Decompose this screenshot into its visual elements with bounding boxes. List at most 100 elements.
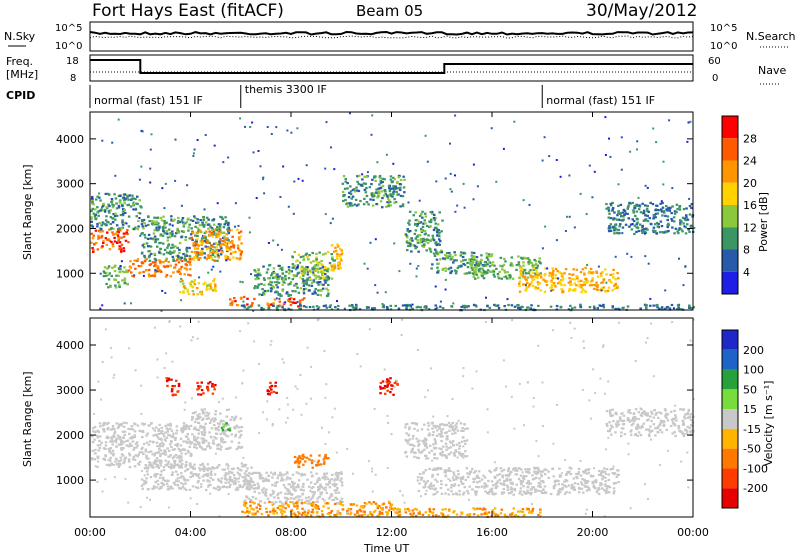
data-cell: [191, 286, 195, 289]
data-cell: [133, 430, 137, 433]
data-cell: [536, 466, 540, 469]
data-cell: [390, 507, 394, 510]
data-cell: [683, 225, 686, 228]
data-cell: [321, 287, 325, 290]
data-cell: [572, 488, 575, 491]
data-cell: [119, 265, 122, 268]
data-cell: [225, 463, 228, 466]
data-cell: [494, 514, 497, 517]
data-cell: [611, 201, 614, 204]
data-cell: [239, 254, 243, 257]
data-cell: [336, 478, 339, 481]
data-cell: [317, 507, 321, 510]
data-cell: [196, 139, 199, 141]
data-cell: [591, 482, 595, 485]
data-cell: [103, 271, 106, 274]
data-cell: [302, 489, 305, 492]
data-cell: [665, 208, 668, 211]
frequency-trace: [90, 59, 693, 74]
data-cell: [215, 437, 218, 440]
data-cell: [485, 256, 489, 259]
data-cell: [354, 190, 357, 193]
data-cell: [580, 286, 583, 289]
data-cell: [113, 278, 116, 281]
data-cell: [692, 306, 695, 309]
data-cell: [679, 219, 682, 222]
data-cell: [449, 172, 452, 175]
data-cell: [311, 504, 314, 507]
data-cell: [280, 473, 283, 476]
data-cell: [660, 306, 664, 309]
data-cell: [591, 277, 594, 280]
cpid-segment-label: normal (fast) 151 IF: [546, 94, 655, 107]
data-cell: [176, 230, 179, 233]
data-cell: [189, 472, 193, 475]
data-cell: [385, 511, 388, 514]
data-cell: [207, 484, 211, 487]
data-cell: [180, 482, 183, 485]
data-cell: [539, 274, 543, 277]
data-cell: [426, 224, 429, 228]
data-cell: [110, 226, 113, 230]
data-cell: [611, 467, 614, 470]
data-cell: [198, 476, 201, 479]
data-cell: [176, 442, 180, 446]
data-cell: [221, 438, 225, 441]
data-cell: [316, 268, 320, 271]
data-cell: [570, 467, 573, 470]
data-cell: [406, 423, 409, 426]
data-cell: [240, 445, 244, 449]
data-cell: [230, 471, 234, 475]
data-cell: [275, 306, 279, 309]
data-cell: [449, 253, 452, 256]
data-cell: [245, 473, 248, 477]
data-cell: [111, 440, 114, 443]
data-cell: [282, 165, 285, 168]
data-cell: [212, 251, 215, 254]
data-cell: [213, 223, 216, 226]
data-cell: [435, 230, 439, 234]
data-cell: [533, 258, 536, 261]
data-cell: [293, 180, 296, 183]
data-cell: [163, 232, 167, 235]
data-cell: [105, 206, 108, 209]
data-cell: [116, 214, 119, 217]
data-cell: [234, 250, 237, 253]
data-cell: [129, 205, 133, 208]
data-cell: [120, 441, 123, 444]
data-cell: [110, 198, 114, 201]
data-cell: [664, 231, 668, 234]
data-cell: [194, 216, 197, 220]
data-cell: [113, 435, 116, 438]
data-cell: [337, 304, 340, 308]
data-cell: [98, 439, 101, 442]
data-cell: [606, 485, 610, 488]
data-cell: [306, 478, 309, 481]
data-cell: [207, 485, 210, 488]
data-cell: [335, 488, 338, 492]
data-cell: [100, 441, 103, 444]
data-cell: [427, 421, 430, 425]
data-cell: [162, 468, 166, 472]
data-cell: [209, 249, 212, 252]
data-cell: [189, 454, 193, 457]
data-cell: [301, 453, 305, 456]
data-cell: [302, 463, 305, 466]
data-cell: [117, 239, 120, 242]
data-cell: [318, 495, 321, 498]
data-cell: [550, 289, 553, 292]
data-cell: [177, 455, 181, 458]
data-cell: [644, 218, 648, 221]
data-cell: [581, 268, 584, 271]
data-cell: [667, 229, 670, 233]
data-cell: [358, 508, 362, 511]
data-cell: [679, 223, 682, 226]
data-cell: [225, 447, 228, 450]
data-cell: [483, 485, 486, 488]
data-cell: [96, 457, 100, 460]
data-cell: [208, 431, 211, 434]
data-cell: [141, 225, 145, 228]
data-cell: [508, 479, 511, 482]
data-cell: [434, 248, 437, 251]
data-cell: [443, 258, 447, 261]
